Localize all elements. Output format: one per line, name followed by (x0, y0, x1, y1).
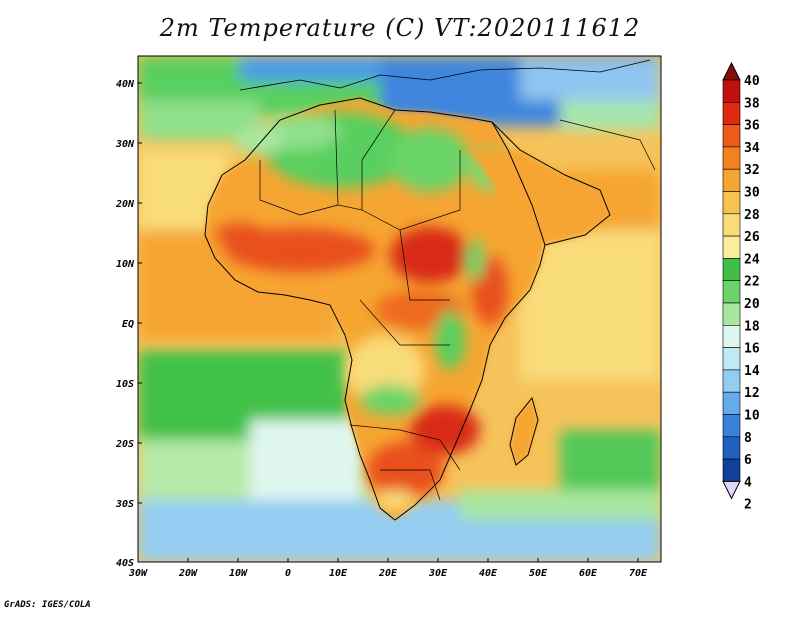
colorbar-label: 12 (744, 386, 760, 401)
lon-tick-label: 60E (579, 568, 598, 579)
colorbar-label: 22 (744, 275, 760, 290)
lat-tick-label: 40S (116, 558, 134, 569)
colorbar-swatch (722, 324, 741, 348)
colorbar-bottom-arrow (722, 480, 741, 500)
lat-tick-label: 40N (116, 79, 135, 90)
colorbar-swatch (722, 102, 741, 125)
colorbar-swatch (722, 458, 741, 482)
colorbar-top-arrow (722, 61, 741, 81)
lat-tick-label: 20N (115, 199, 135, 210)
colorbar-label: 2 (744, 498, 752, 513)
colorbar-swatch (722, 302, 741, 326)
colorbar-label: 18 (744, 319, 760, 334)
colorbar-swatch (722, 213, 741, 237)
lat-tick-label: 20S (115, 439, 134, 450)
coastlines (204, 59, 656, 521)
colorbar-swatch (722, 191, 741, 215)
temperature-field (138, 56, 661, 562)
chart-title: 2m Temperature (C) VT:2020111612 (159, 14, 641, 42)
lon-tick-label: 20W (178, 568, 198, 579)
colorbar-label: 40 (744, 74, 760, 89)
colorbar-label: 24 (744, 252, 760, 267)
colorbar-swatch (722, 280, 741, 304)
lon-tick-label: 50E (529, 568, 548, 579)
lat-tick-label: 10S (116, 379, 134, 390)
lat-tick-label: 30S (115, 499, 134, 510)
colorbar-label: 20 (744, 297, 760, 312)
colorbar-label: 32 (744, 163, 760, 178)
lon-tick-label: 30W (128, 568, 148, 579)
grads-credit: GrADS: IGES/COLA (4, 600, 91, 610)
lon-tick-label: 10E (329, 568, 348, 579)
lon-tick-label: 20E (378, 568, 398, 579)
colorbar-swatch (722, 235, 741, 259)
colorbar-label: 10 (744, 409, 760, 424)
colorbar-swatch (722, 436, 741, 460)
lon-tick-label: 10W (229, 568, 248, 579)
colorbar-label: 38 (744, 96, 760, 111)
colorbar-label: 6 (744, 453, 752, 468)
colorbar-swatch (722, 79, 741, 103)
lon-tick-label: 40E (479, 568, 498, 579)
colorbar-swatch (722, 124, 741, 148)
colorbar-swatch (722, 369, 741, 393)
lon-tick-label: 70E (629, 568, 648, 579)
lat-tick-label: 30N (115, 139, 135, 150)
plot-frame (137, 55, 662, 563)
colorbar-label: 36 (744, 119, 760, 134)
colorbar-label: 30 (744, 186, 760, 201)
lat-tick-label: 10N (116, 259, 135, 270)
colorbar-label: 28 (744, 208, 760, 223)
colorbar-label: 26 (744, 230, 760, 245)
lat-tick-label: EQ (122, 319, 134, 330)
colorbar-label: 16 (744, 342, 760, 357)
colorbar-label: 8 (744, 431, 752, 446)
colorbar-swatch (722, 258, 741, 281)
lon-tick-label: 0 (285, 568, 291, 579)
colorbar: 40 38 36 34 32 30 28 26 24 22 20 18 16 14 12 10 8 6 4 2 (722, 61, 760, 513)
colorbar-label: 4 (744, 475, 752, 490)
colorbar-swatch (722, 391, 741, 415)
colorbar-swatch (722, 347, 741, 371)
colorbar-swatch (722, 146, 741, 170)
colorbar-swatch (722, 414, 741, 438)
colorbar-label: 14 (744, 364, 760, 379)
colorbar-swatch (722, 168, 741, 192)
colorbar-label: 34 (744, 141, 760, 156)
lon-tick-label: 30E (428, 568, 448, 579)
